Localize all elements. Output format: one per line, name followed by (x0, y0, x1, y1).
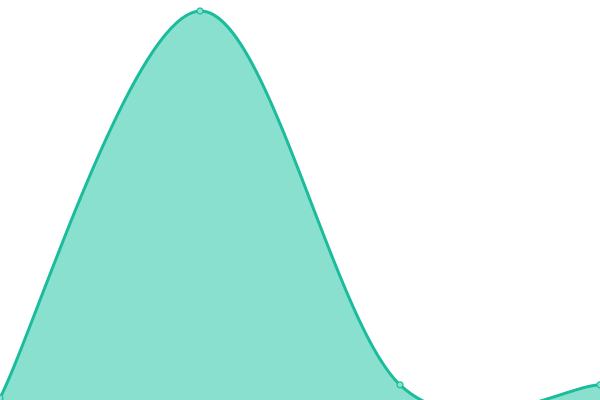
data-point-2 (396, 381, 404, 389)
data-point-0 (0, 394, 4, 400)
area-fill (0, 10, 600, 400)
data-points (0, 7, 600, 400)
data-point-1 (196, 7, 204, 15)
series-line (0, 9, 600, 400)
data-point-3 (596, 381, 600, 389)
